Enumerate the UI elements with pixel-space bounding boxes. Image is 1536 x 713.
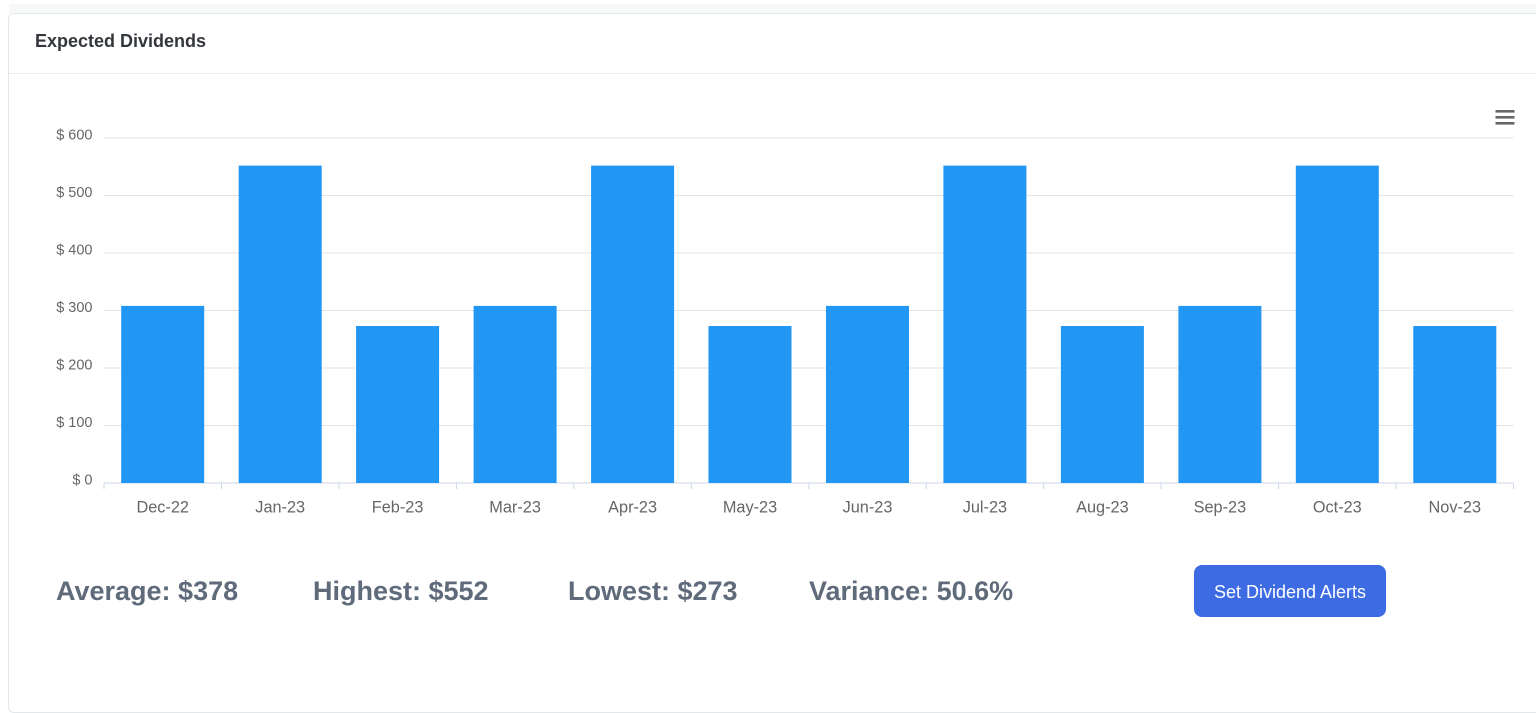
svg-text:$ 300: $ 300 <box>56 300 92 316</box>
svg-text:$ 400: $ 400 <box>56 243 92 259</box>
svg-text:$ 600: $ 600 <box>56 128 92 144</box>
svg-text:$ 0: $ 0 <box>72 473 92 489</box>
svg-text:Nov-23: Nov-23 <box>1429 499 1482 517</box>
svg-text:$ 100: $ 100 <box>56 415 92 431</box>
svg-text:$ 500: $ 500 <box>56 185 92 201</box>
svg-text:Aug-23: Aug-23 <box>1076 499 1129 517</box>
svg-text:Jun-23: Jun-23 <box>843 499 893 517</box>
svg-text:Mar-23: Mar-23 <box>489 499 541 517</box>
svg-text:Jan-23: Jan-23 <box>255 499 305 517</box>
svg-text:May-23: May-23 <box>723 499 777 517</box>
svg-text:Apr-23: Apr-23 <box>608 499 657 517</box>
svg-text:Oct-23: Oct-23 <box>1313 499 1362 517</box>
svg-text:Dec-22: Dec-22 <box>136 499 189 517</box>
svg-text:Sep-23: Sep-23 <box>1194 499 1247 517</box>
svg-text:$ 200: $ 200 <box>56 358 92 374</box>
svg-text:Feb-23: Feb-23 <box>372 499 424 517</box>
svg-text:Jul-23: Jul-23 <box>963 499 1007 517</box>
